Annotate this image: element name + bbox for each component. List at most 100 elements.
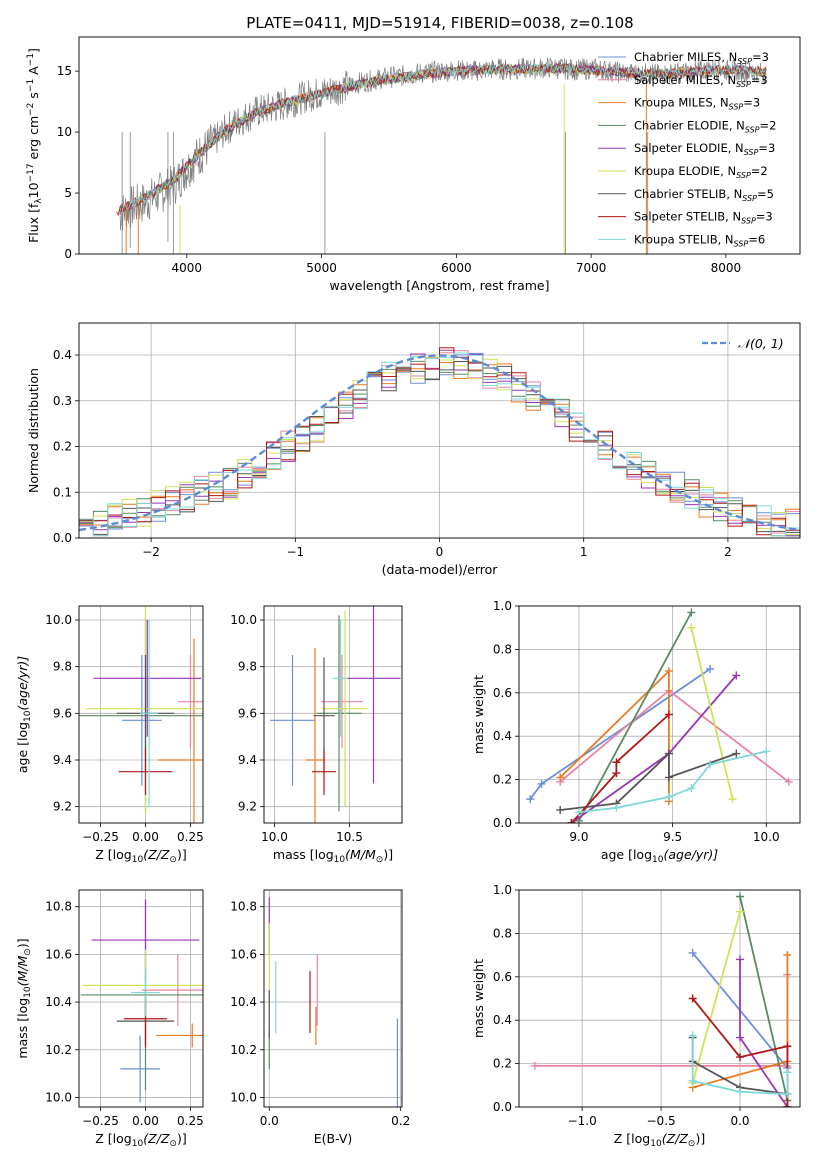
mass-weight-marker bbox=[664, 749, 673, 758]
error-bar-point bbox=[93, 620, 202, 737]
legend-entry: Salpeter ELODIE, NSSP=3 bbox=[634, 141, 775, 157]
error-bar-point bbox=[140, 620, 159, 807]
x-tick-label: 0.25 bbox=[177, 830, 204, 844]
axes-frame bbox=[78, 889, 204, 1108]
mass-vs-metallicity-panel: −0.25 0.00 0.25 10.0 10.2 10.4 10.6 10.8 Z [log1… bbox=[15, 889, 204, 1149]
error-bar-point bbox=[316, 615, 362, 812]
legend-entry: Kroupa STELIB, NSSP=6 bbox=[634, 232, 765, 248]
x-axis-label: mass [log10(M/M⊙)] bbox=[273, 847, 393, 865]
x-tick-label: 9.5 bbox=[663, 830, 682, 844]
x-tick-label: −1 bbox=[286, 545, 304, 559]
y-tick-label: 10.0 bbox=[45, 613, 72, 627]
y-tick-label: 9.8 bbox=[238, 660, 257, 674]
x-axis-label: (data-model)/error bbox=[382, 562, 499, 577]
mass-weight-marker bbox=[736, 907, 745, 916]
axes-frame bbox=[78, 36, 801, 255]
x-tick-label: 4000 bbox=[172, 261, 203, 275]
grid bbox=[519, 889, 800, 1108]
mass-weight-marker bbox=[732, 749, 741, 758]
x-tick-label: −0.5 bbox=[647, 1114, 676, 1128]
y-tick-label: 9.2 bbox=[238, 800, 257, 814]
plot-area bbox=[270, 606, 401, 823]
mass-weight-marker bbox=[784, 777, 793, 786]
mass-weight-line bbox=[690, 627, 734, 800]
mass-weight-marker bbox=[664, 710, 673, 719]
error-bar-point bbox=[322, 610, 368, 807]
mass-weight-marker bbox=[783, 951, 792, 960]
mass-weight-vs-age-panel: 9.0 9.5 10.0 0.0 0.2 0.4 0.6 0.8 1.0 age [log10(a… bbox=[471, 599, 801, 865]
mass-weight-marker bbox=[687, 623, 696, 632]
plot-area bbox=[79, 347, 800, 537]
x-tick-label: 7000 bbox=[576, 261, 607, 275]
y-tick-label: 0.0 bbox=[493, 816, 512, 830]
mass-weight-marker bbox=[530, 1061, 539, 1070]
mass-weight-marker bbox=[736, 1033, 745, 1042]
x-tick-label: 10.0 bbox=[753, 830, 780, 844]
y-tick-label: 0.3 bbox=[53, 394, 72, 408]
y-tick-label: 0.2 bbox=[493, 1057, 512, 1071]
figure-title: PLATE=0411, MJD=51914, FIBERID=0038, z=0… bbox=[246, 14, 633, 32]
x-tick-label: 9.0 bbox=[569, 830, 588, 844]
x-tick-label: 10.0 bbox=[261, 830, 288, 844]
residuals-panel: −2 −1 0 1 2 0.0 0.1 0.2 0.3 0.4 𝒩(0, 1) (data-model… bbox=[26, 322, 801, 577]
x-tick-label: 5000 bbox=[306, 261, 337, 275]
x-axis-label: age [log10(age/yr)] bbox=[601, 847, 718, 865]
legend-entry: Salpeter STELIB, NSSP=3 bbox=[634, 210, 773, 226]
x-tick-label: 0.00 bbox=[132, 830, 159, 844]
y-tick-label: 10 bbox=[57, 125, 72, 139]
x-tick-label: −2 bbox=[142, 545, 160, 559]
axes-frame bbox=[78, 605, 204, 824]
mass-weight-line bbox=[739, 959, 789, 1107]
mass-weight-marker bbox=[556, 805, 565, 814]
mass-weight-marker bbox=[687, 784, 696, 793]
x-tick-label: 0.0 bbox=[260, 1114, 279, 1128]
y-tick-label: 0.6 bbox=[493, 970, 512, 984]
mass-weight-marker bbox=[574, 808, 583, 817]
y-tick-label: 10.2 bbox=[45, 1043, 72, 1057]
mass-weight-vs-metallicity-panel: −1.0 −0.5 0.0 0.0 0.2 0.4 0.6 0.8 1.0 Z [log10(Z/… bbox=[471, 883, 801, 1149]
x-axis-label: Z [log10(Z/Z⊙)] bbox=[95, 1131, 186, 1149]
mass-weight-marker bbox=[762, 747, 771, 756]
x-tick-label: 8000 bbox=[711, 261, 742, 275]
y-tick-label: 0.6 bbox=[493, 686, 512, 700]
residual-histogram bbox=[79, 352, 800, 537]
y-tick-label: 0.4 bbox=[493, 1013, 512, 1027]
y-axis-label: Normed distribution bbox=[26, 368, 41, 493]
y-axis-label: mass [log10(M/M⊙)] bbox=[15, 938, 33, 1058]
error-bar-point bbox=[158, 638, 203, 823]
y-tick-label: 0.8 bbox=[493, 926, 512, 940]
mass-weight-line bbox=[739, 896, 789, 1101]
mass-weight-marker bbox=[736, 1087, 745, 1096]
legend: Chabrier MILES, NSSP=3 Salpeter MILES, NS… bbox=[598, 50, 776, 248]
legend-entry: Kroupa ELODIE, NSSP=2 bbox=[634, 164, 768, 180]
mass-weight-marker bbox=[664, 773, 673, 782]
y-tick-label: 0.0 bbox=[53, 531, 72, 545]
y-axis-label: mass weight bbox=[471, 959, 486, 1038]
x-tick-label: 0.2 bbox=[391, 1114, 410, 1128]
y-tick-label: 10.4 bbox=[230, 995, 257, 1009]
mass-weight-marker bbox=[688, 948, 697, 957]
grid bbox=[264, 606, 402, 823]
mass-weight-line bbox=[691, 911, 741, 1084]
axes-frame bbox=[518, 889, 801, 1108]
mass-weight-marker bbox=[688, 994, 697, 1003]
mass-weight-marker bbox=[612, 758, 621, 767]
error-bar-point bbox=[306, 648, 324, 823]
legend-entry: Chabrier ELODIE, NSSP=2 bbox=[634, 118, 776, 134]
x-axis-label: Z [log10(Z/Z⊙)] bbox=[95, 847, 186, 865]
spectrum-panel: 4000 5000 6000 7000 8000 0 5 10 15 wavelength [An… bbox=[26, 36, 801, 293]
y-tick-label: 10.0 bbox=[230, 613, 257, 627]
y-axis-label: mass weight bbox=[471, 675, 486, 754]
mass-weight-marker bbox=[688, 1031, 697, 1040]
y-tick-label: 10.8 bbox=[230, 900, 257, 914]
y-tick-label: 10.8 bbox=[45, 900, 72, 914]
y-axis-label: Flux [fλ10−17 erg cm−2 s−1 A−1] bbox=[26, 48, 44, 243]
error-bar-point bbox=[141, 954, 203, 1026]
plot-area bbox=[116, 57, 767, 254]
legend-entry: Chabrier STELIB, NSSP=5 bbox=[634, 187, 774, 203]
mass-weight-marker bbox=[537, 779, 546, 788]
y-tick-label: 9.4 bbox=[53, 753, 72, 767]
mass-weight-marker bbox=[526, 795, 535, 804]
age-vs-metallicity-panel: −0.25 0.00 0.25 9.2 9.4 9.6 9.8 10.0 Z [log10(Z/… bbox=[15, 605, 204, 865]
legend-entry: 𝒩(0, 1) bbox=[738, 336, 784, 351]
